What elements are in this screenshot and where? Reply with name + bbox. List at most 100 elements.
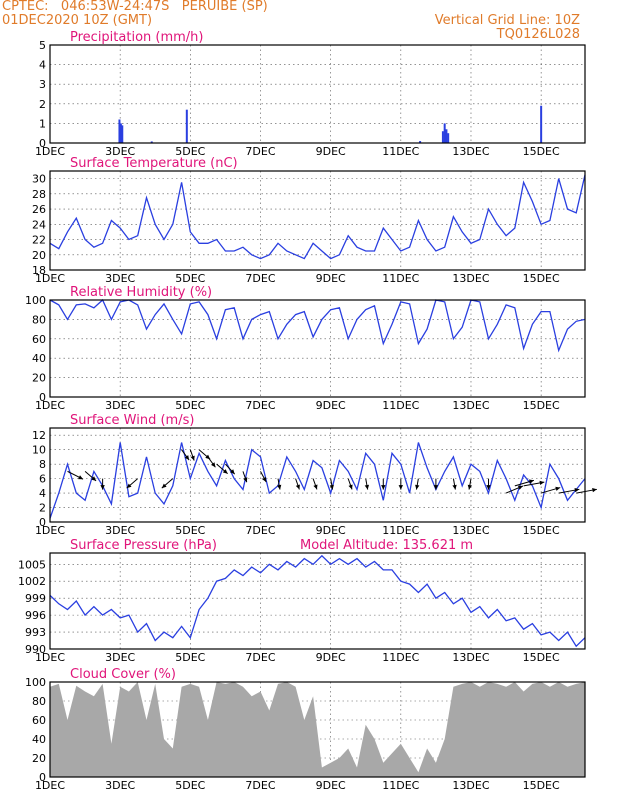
- x-tick-label: 15DEC: [523, 272, 560, 285]
- y-tick-label: 60: [32, 714, 46, 727]
- y-tick-label: 40: [32, 733, 46, 746]
- x-tick-label: 7DEC: [245, 145, 275, 158]
- x-tick-label: 5DEC: [175, 779, 205, 792]
- x-tick-label: 15DEC: [523, 651, 560, 664]
- wind-arrowhead: [243, 477, 248, 483]
- y-tick-label: 2: [39, 98, 46, 111]
- x-tick-label: 5DEC: [175, 524, 205, 537]
- y-tick-label: 0: [39, 391, 46, 404]
- y-tick-label: 999: [25, 592, 46, 605]
- x-tick-label: 13DEC: [452, 779, 489, 792]
- wind-line: [49, 442, 586, 519]
- wind-arrowhead: [262, 477, 267, 482]
- precip-bar: [540, 105, 543, 143]
- x-tick-label: 5DEC: [175, 272, 205, 285]
- wind-arrowhead: [539, 480, 545, 485]
- x-tick-label: 13DEC: [452, 399, 489, 412]
- x-tick-label: 3DEC: [105, 272, 135, 285]
- wind-arrowhead: [364, 484, 369, 490]
- x-tick-label: 5DEC: [175, 145, 205, 158]
- cloud-cover-area: [50, 682, 585, 777]
- x-tick-label: 9DEC: [316, 145, 346, 158]
- x-tick-label: 9DEC: [316, 779, 346, 792]
- x-tick-label: 5DEC: [175, 399, 205, 412]
- precip-bar: [121, 125, 124, 143]
- wind-arrowhead: [329, 484, 334, 490]
- x-tick-label: 15DEC: [523, 399, 560, 412]
- wind-arrowhead: [230, 469, 235, 475]
- y-tick-label: 0: [39, 137, 46, 150]
- y-tick-label: 18: [32, 264, 46, 277]
- y-tick-label: 993: [25, 626, 46, 639]
- x-tick-label: 1DEC: [35, 779, 65, 792]
- x-tick-label: 1DEC: [35, 524, 65, 537]
- wind-arrowhead: [415, 484, 420, 490]
- x-tick-label: 1DEC: [35, 399, 65, 412]
- panel-title: Relative Humidity (%): [70, 285, 212, 300]
- y-tick-label: 30: [32, 173, 46, 186]
- panel-frame: [49, 170, 586, 271]
- wind-arrowhead: [348, 484, 353, 490]
- x-tick-label: 5DEC: [175, 651, 205, 664]
- model-code: TQ0126L028: [496, 27, 580, 42]
- y-tick-label: 6: [39, 473, 46, 486]
- rh-panel: 0 20 40 60 80 100 1DEC 3DEC 5DEC 7DEC 9DEC 11DEC 13D…: [25, 285, 586, 412]
- wind-arrowhead: [381, 485, 386, 490]
- y-tick-label: 80: [32, 313, 46, 326]
- y-tick-label: 100: [25, 676, 46, 689]
- x-tick-label: 13DEC: [452, 145, 489, 158]
- wind-panel: 02 46 810 12 1DEC 3DEC 5DEC 7DEC 9DEC 11DEC 13DEC 1…: [32, 413, 597, 537]
- precip-bar: [443, 123, 446, 143]
- x-tick-label: 1DEC: [35, 651, 65, 664]
- wind-arrowhead: [517, 485, 523, 490]
- y-tick-label: 990: [25, 643, 46, 656]
- y-tick-label: 0: [39, 771, 46, 784]
- x-tick-label: 9DEC: [316, 399, 346, 412]
- wind-arrowhead: [184, 455, 190, 460]
- x-tick-label: 1DEC: [35, 145, 65, 158]
- precip-bar: [445, 129, 448, 143]
- y-tick-label: 1005: [18, 558, 46, 571]
- wind-arrowhead: [161, 483, 167, 489]
- x-tick-label: 15DEC: [523, 145, 560, 158]
- panel-frame: [49, 681, 586, 778]
- wind-arrowhead: [100, 485, 105, 490]
- wind-arrowhead: [433, 485, 439, 490]
- x-tick-label: 11DEC: [382, 272, 419, 285]
- wind-arrowhead: [574, 488, 580, 493]
- grid-note: Vertical Grid Line: 10Z: [434, 13, 580, 28]
- rh-line: [49, 298, 586, 353]
- y-tick-label: 20: [32, 249, 46, 262]
- x-tick-label: 3DEC: [105, 145, 135, 158]
- panel-title: Surface Temperature (nC): [70, 156, 238, 171]
- y-tick-label: 60: [32, 333, 46, 346]
- wind-arrowhead: [295, 484, 300, 490]
- panel-subtitle: Model Altitude: 135.621 m: [300, 538, 473, 553]
- panel-title: Surface Pressure (hPa): [70, 538, 217, 553]
- panel-frame: [49, 44, 586, 144]
- x-tick-label: 11DEC: [382, 399, 419, 412]
- precip-bar: [441, 131, 444, 143]
- x-tick-label: 7DEC: [245, 651, 275, 664]
- panel-title: Cloud Cover (%): [70, 667, 176, 682]
- wind-arrowhead: [91, 476, 97, 481]
- y-tick-label: 996: [25, 609, 46, 622]
- wind-arrowhead: [592, 488, 597, 493]
- precip-bar: [150, 141, 153, 143]
- y-tick-label: 28: [32, 188, 46, 201]
- wind-arrowhead: [398, 485, 403, 490]
- y-tick-label: 12: [32, 429, 46, 442]
- y-tick-label: 1002: [18, 575, 46, 588]
- wind-arrowhead: [486, 485, 491, 490]
- precip-bar: [185, 109, 188, 143]
- x-tick-label: 13DEC: [452, 524, 489, 537]
- y-tick-label: 100: [25, 294, 46, 307]
- y-tick-label: 26: [32, 203, 46, 216]
- pressure-panel: 990 993 996 999 1002 1005 1DEC 3DEC 5DEC 7DEC 9DEC…: [18, 538, 586, 664]
- x-tick-label: 9DEC: [316, 272, 346, 285]
- precip-bar: [447, 133, 450, 143]
- x-tick-label: 7DEC: [245, 399, 275, 412]
- temp-line: [49, 174, 586, 260]
- x-tick-label: 7DEC: [245, 779, 275, 792]
